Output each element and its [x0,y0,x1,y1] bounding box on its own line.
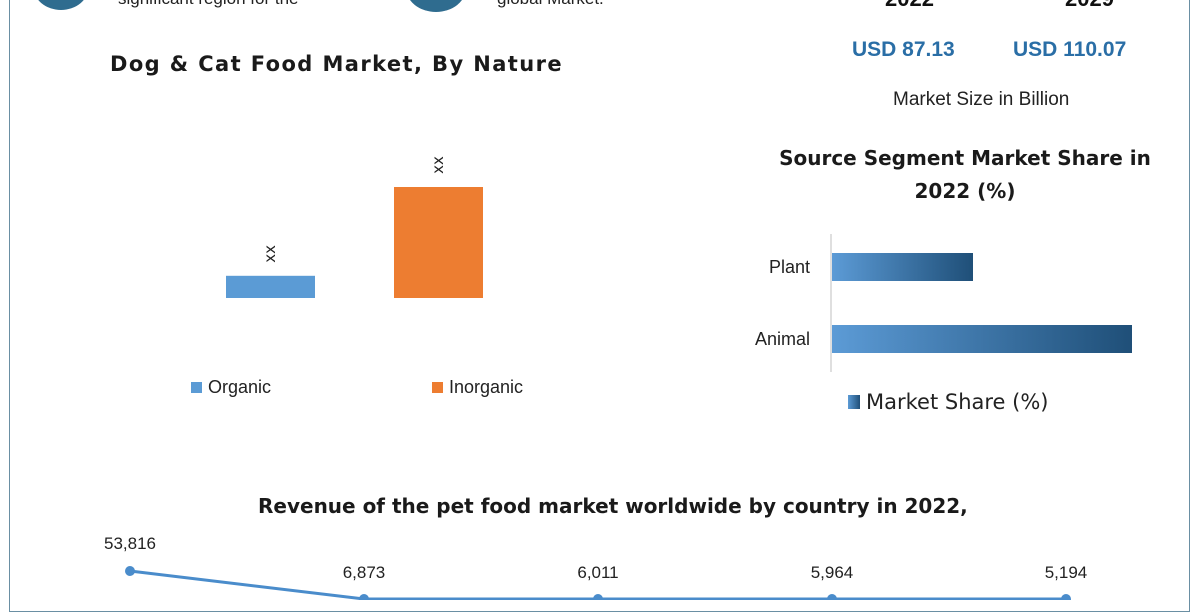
revenue-data-label: 5,194 [1045,563,1088,582]
source-chart-title: Source Segment Market Share in 2022 (%) [779,146,1151,203]
legend-organic: Organic [191,377,271,398]
market-text-snippet: global Market. [497,0,604,9]
nature-data-label: xx [429,156,447,174]
nature-data-label: xx [261,245,279,263]
source-bar-animal [832,325,1132,353]
market-size-caption: Market Size in Billion [893,89,1070,110]
revenue-point [593,594,603,600]
globe-icon [33,0,89,10]
year-end: 2029 [1065,0,1114,12]
revenue-point [1061,594,1071,600]
source-category-label: Animal [755,329,810,349]
inorganic-swatch [432,382,443,393]
legend-inorganic-label: Inorganic [449,377,524,397]
revenue-data-label: 6,011 [577,563,618,582]
legend-organic-label: Organic [208,377,272,397]
legend-market-share: Market Share (%) [848,390,1048,414]
revenue-data-label: 6,873 [343,563,386,582]
revenue-point [359,594,369,600]
market-value-end: USD 110.07 [1013,38,1127,61]
revenue-point [827,594,837,600]
region-text-snippet: significant region for the [118,0,299,9]
revenue-data-label: 53,816 [104,534,156,553]
market-share-swatch [848,395,860,409]
source-category-label: Plant [769,257,810,277]
revenue-data-label: 5,964 [811,563,854,582]
nature-chart-title: Dog & Cat Food Market, By Nature [110,52,563,76]
nature-bar-organic [226,275,315,298]
market-value-start: USD 87.13 [852,38,955,61]
legend-inorganic: Inorganic [432,377,523,398]
organic-swatch [191,382,202,393]
source-bar-plant [832,253,973,281]
revenue-point [125,566,135,576]
legend-market-share-label: Market Share (%) [866,390,1049,414]
revenue-chart-title: Revenue of the pet food market worldwide… [258,494,968,518]
year-start: 2022 [885,0,934,12]
nature-bar-inorganic [394,187,483,298]
